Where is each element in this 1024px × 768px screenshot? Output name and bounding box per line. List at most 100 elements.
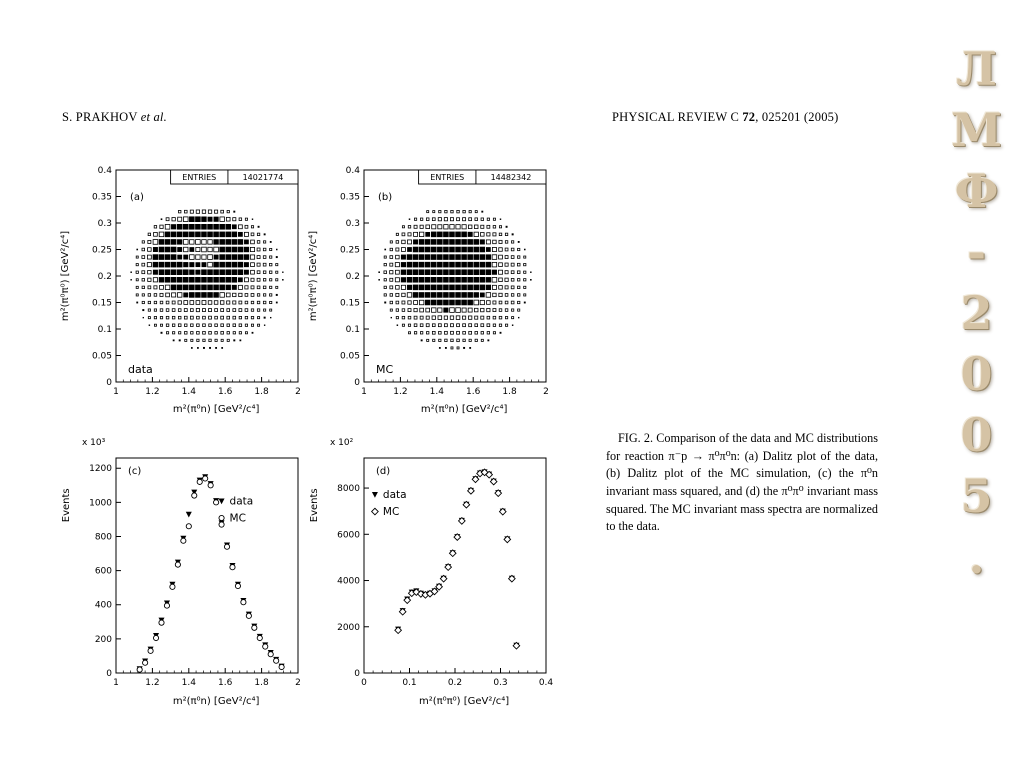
svg-text:1.2: 1.2: [145, 387, 159, 397]
svg-text:m²(π⁰n) [GeV²/c⁴]: m²(π⁰n) [GeV²/c⁴]: [173, 696, 260, 707]
svg-text:data: data: [128, 363, 153, 376]
pi0pi0-mass-squared-svg: 0 0.1 0.2 0.3 0.4 0 2000 4000 6000 8000 x 10² Event…: [309, 438, 553, 707]
svg-text:1.6: 1.6: [218, 387, 233, 397]
svg-text:0: 0: [106, 669, 112, 679]
journal-issue: , 025201 (2005): [755, 110, 839, 124]
svg-text:0.3: 0.3: [98, 219, 112, 229]
svg-text:0.2: 0.2: [346, 272, 360, 282]
dalitz-plot-mc-svg: 1 1.2 1.4 1.6 1.8 2 0 0.05 0.1 0.15 0.2 0.25 0.3 0.35…: [308, 166, 549, 415]
svg-text:1: 1: [113, 678, 119, 688]
svg-text:2: 2: [543, 387, 549, 397]
svg-text:0.25: 0.25: [92, 246, 112, 256]
watermark-letter: 2: [960, 286, 993, 340]
svg-text:1.2: 1.2: [393, 387, 407, 397]
svg-text:0.15: 0.15: [340, 299, 360, 309]
svg-text:x 10²: x 10²: [330, 438, 354, 448]
svg-text:m²(π⁰π⁰) [GeV²/c⁴]: m²(π⁰π⁰) [GeV²/c⁴]: [60, 231, 71, 321]
svg-text:400: 400: [95, 601, 112, 611]
watermark-letter: .: [968, 530, 985, 584]
svg-text:0.1: 0.1: [346, 325, 360, 335]
svg-text:Events: Events: [309, 488, 320, 522]
watermark-letter: 0: [960, 347, 993, 401]
svg-text:0.05: 0.05: [340, 352, 360, 362]
panel-b-dalitz-mc: 1 1.2 1.4 1.6 1.8 2 0 0.05 0.1 0.15 0.2 0.25 0.3 0.35…: [304, 150, 559, 435]
svg-text:1.8: 1.8: [502, 387, 517, 397]
header-author: S. PRAKHOV et al.: [62, 110, 167, 125]
svg-text:600: 600: [95, 567, 112, 577]
svg-text:(d): (d): [376, 466, 390, 477]
svg-text:data: data: [383, 489, 407, 501]
panel-d-pi0pi0-mass: 0 0.1 0.2 0.3 0.4 0 2000 4000 6000 8000 x 10² Event…: [304, 432, 559, 735]
svg-text:data: data: [230, 496, 254, 508]
author-text: S. PRAKHOV: [62, 110, 141, 124]
svg-text:(b): (b): [378, 192, 392, 203]
watermark-letter: Ф: [954, 164, 999, 218]
svg-text:800: 800: [95, 532, 112, 542]
journal-text: PHYSICAL REVIEW C: [612, 110, 743, 124]
svg-text:ENTRIES: ENTRIES: [430, 173, 464, 182]
svg-text:0.1: 0.1: [98, 325, 112, 335]
svg-text:6000: 6000: [337, 530, 360, 540]
svg-text:0: 0: [354, 669, 360, 679]
svg-text:m²(π⁰n) [GeV²/c⁴]: m²(π⁰n) [GeV²/c⁴]: [173, 404, 260, 415]
svg-text:2: 2: [295, 387, 301, 397]
svg-text:1.2: 1.2: [145, 678, 159, 688]
svg-text:0.15: 0.15: [92, 299, 112, 309]
svg-text:0: 0: [106, 378, 112, 388]
svg-text:MC: MC: [383, 506, 399, 518]
svg-text:1.8: 1.8: [254, 678, 269, 688]
watermark-letter: 5: [960, 469, 993, 523]
figure-caption: FIG. 2. Comparison of the data and MC di…: [606, 431, 878, 534]
svg-text:ENTRIES: ENTRIES: [182, 173, 216, 182]
svg-text:1: 1: [113, 387, 119, 397]
header-journal: PHYSICAL REVIEW C 72, 025201 (2005): [612, 110, 838, 125]
svg-text:0.4: 0.4: [98, 166, 113, 176]
watermark-letter: -: [966, 225, 987, 279]
svg-text:MC: MC: [376, 363, 393, 376]
panel-c-pi0n-mass: 1 1.2 1.4 1.6 1.8 2 0 200 400 600 800 1000 1200 x 10³…: [56, 432, 311, 735]
svg-text:0.1: 0.1: [402, 678, 416, 688]
svg-text:0.35: 0.35: [92, 193, 112, 203]
svg-text:m²(π⁰n) [GeV²/c⁴]: m²(π⁰n) [GeV²/c⁴]: [421, 404, 508, 415]
watermark-letter: Л: [956, 42, 997, 96]
svg-text:MC: MC: [230, 513, 246, 525]
svg-text:2000: 2000: [337, 623, 360, 633]
svg-text:1.8: 1.8: [254, 387, 269, 397]
svg-text:(c): (c): [128, 466, 141, 477]
svg-text:Events: Events: [61, 488, 72, 522]
svg-text:m²(π⁰π⁰) [GeV²/c⁴]: m²(π⁰π⁰) [GeV²/c⁴]: [308, 231, 319, 321]
svg-text:0: 0: [354, 378, 360, 388]
svg-text:0: 0: [361, 678, 367, 688]
svg-text:1.4: 1.4: [182, 387, 197, 397]
svg-text:200: 200: [95, 635, 112, 645]
watermark-letter: 0: [960, 408, 993, 462]
watermark-letter: М: [951, 103, 1002, 157]
svg-text:0.3: 0.3: [493, 678, 507, 688]
svg-text:0.25: 0.25: [340, 246, 360, 256]
svg-text:(a): (a): [130, 192, 144, 203]
svg-text:14021774: 14021774: [243, 173, 284, 182]
svg-text:0.2: 0.2: [98, 272, 112, 282]
journal-volume: 72: [742, 110, 756, 124]
etal-text: et al.: [140, 110, 167, 124]
figure-2: 1 1.2 1.4 1.6 1.8 2 0 0.05 0.1 0.15 0.2 0.25 0.3 0.35…: [56, 150, 576, 735]
svg-text:1000: 1000: [89, 498, 112, 508]
svg-text:8000: 8000: [337, 484, 360, 494]
svg-text:1.6: 1.6: [466, 387, 481, 397]
pi0n-mass-squared-svg: 1 1.2 1.4 1.6 1.8 2 0 200 400 600 800 1000 1200 x 10³…: [61, 438, 301, 707]
svg-text:x 10³: x 10³: [82, 438, 106, 448]
svg-text:0.05: 0.05: [92, 352, 112, 362]
dalitz-plot-data-svg: 1 1.2 1.4 1.6 1.8 2 0 0.05 0.1 0.15 0.2 0.25 0.3 0.35…: [60, 166, 301, 415]
svg-text:0.2: 0.2: [448, 678, 462, 688]
svg-text:m²(π⁰π⁰) [GeV²/c⁴]: m²(π⁰π⁰) [GeV²/c⁴]: [419, 696, 509, 707]
svg-text:14482342: 14482342: [491, 173, 532, 182]
panel-a-dalitz-data: 1 1.2 1.4 1.6 1.8 2 0 0.05 0.1 0.15 0.2 0.25 0.3 0.35…: [56, 150, 311, 435]
svg-text:1: 1: [361, 387, 367, 397]
svg-text:1200: 1200: [89, 464, 112, 474]
svg-text:1.4: 1.4: [430, 387, 445, 397]
svg-text:0.35: 0.35: [340, 193, 360, 203]
svg-text:2: 2: [295, 678, 301, 688]
svg-text:4000: 4000: [337, 577, 360, 587]
svg-text:0.3: 0.3: [346, 219, 360, 229]
